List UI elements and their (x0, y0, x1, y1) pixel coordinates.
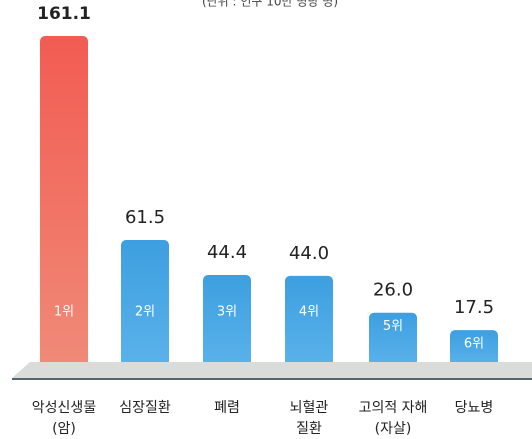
value-label: 44.0 (289, 243, 329, 264)
category-label: 심장질환 (119, 400, 171, 416)
value-label: 17.5 (454, 297, 494, 318)
rank-label: 6위 (464, 337, 484, 352)
category-label: 악성신생물 (암) (31, 400, 97, 437)
value-label: 26.0 (373, 280, 413, 301)
rank-label: 1위 (54, 305, 74, 320)
value-label: 161.1 (37, 4, 91, 24)
bar (369, 312, 417, 366)
bar (203, 275, 251, 366)
bar (450, 330, 498, 366)
value-label: 44.4 (207, 242, 247, 263)
category-label: 폐렴 (214, 400, 240, 416)
rank-label: 4위 (299, 305, 319, 320)
subtitle: (단위 : 인구 10만 명당 명) (202, 0, 338, 9)
bar (285, 275, 333, 366)
rank-label: 2위 (135, 305, 155, 320)
platform (12, 362, 532, 378)
bar (121, 240, 169, 366)
value-label: 61.5 (125, 207, 165, 228)
bar (40, 36, 88, 366)
rank-label: 5위 (383, 319, 403, 334)
rank-label: 3위 (217, 305, 237, 320)
category-label: 뇌혈관 질환 (289, 400, 329, 437)
category-label: 고의적 자해 (자살) (358, 400, 428, 437)
category-label: 당뇨병 (454, 400, 494, 416)
